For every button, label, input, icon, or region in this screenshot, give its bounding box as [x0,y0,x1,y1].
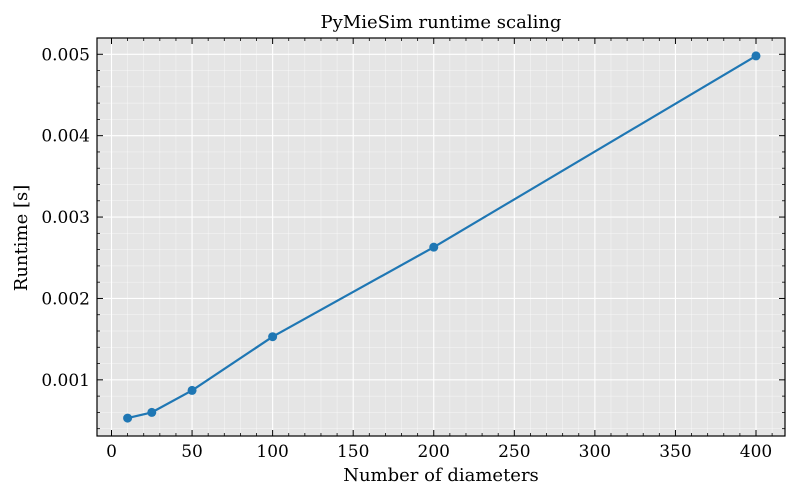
y-tick-label: 0.005 [41,45,90,65]
x-tick-label: 300 [579,442,611,462]
minor-grid [97,38,785,436]
ticks-layer: 0 50 100 150 200 250 300 350 400 0.001 0.002 0.003 0… [41,38,785,462]
y-tick-label: 0.002 [41,289,90,309]
plot-background [97,38,785,436]
x-tick-label: 250 [498,442,530,462]
plot-frame [96,37,786,437]
data-point [268,332,278,342]
x-tick-label: 50 [181,442,203,462]
x-tick-label: 350 [659,442,691,462]
x-tick-label: 100 [256,442,288,462]
chart-title: PyMieSim runtime scaling [321,12,562,33]
data-point [123,413,133,423]
x-tick-label: 150 [337,442,369,462]
data-point [751,51,761,61]
major-grid [97,38,785,436]
x-axis-label: Number of diameters [343,465,539,486]
y-axis-label: Runtime [s] [11,185,32,291]
data-point [187,385,197,395]
series-layer [123,51,761,423]
data-point [429,242,439,252]
x-tick-label: 400 [740,442,772,462]
y-tick-label: 0.001 [41,371,90,391]
data-point [147,407,157,417]
x-tick-label: 0 [106,442,117,462]
x-tick-label: 200 [418,442,450,462]
y-tick-label: 0.004 [41,127,90,147]
y-tick-label: 0.003 [41,208,90,228]
